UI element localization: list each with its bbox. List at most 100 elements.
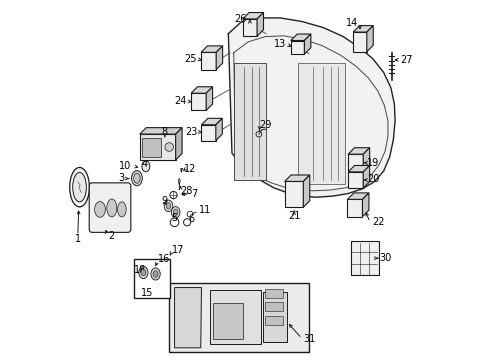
Text: 26: 26 bbox=[234, 14, 246, 24]
Text: 3: 3 bbox=[119, 173, 124, 183]
Polygon shape bbox=[201, 46, 222, 52]
Text: 9: 9 bbox=[162, 196, 167, 206]
Bar bbox=[142, 138, 161, 157]
Ellipse shape bbox=[69, 167, 89, 207]
Text: 27: 27 bbox=[400, 55, 412, 65]
Polygon shape bbox=[290, 41, 304, 54]
Polygon shape bbox=[303, 175, 309, 207]
Ellipse shape bbox=[183, 219, 190, 226]
Text: 18: 18 bbox=[134, 265, 146, 275]
Polygon shape bbox=[210, 291, 260, 344]
Ellipse shape bbox=[187, 211, 192, 217]
Polygon shape bbox=[363, 148, 369, 171]
Bar bbox=[134, 259, 169, 298]
Polygon shape bbox=[298, 63, 344, 184]
Text: 13: 13 bbox=[273, 40, 285, 49]
Ellipse shape bbox=[169, 192, 177, 199]
Polygon shape bbox=[140, 128, 182, 134]
Text: 30: 30 bbox=[378, 253, 390, 263]
Polygon shape bbox=[242, 19, 257, 36]
Polygon shape bbox=[352, 32, 366, 52]
Text: 24: 24 bbox=[174, 96, 187, 106]
Text: 25: 25 bbox=[183, 54, 196, 64]
Text: 2: 2 bbox=[108, 231, 114, 240]
Bar bbox=[212, 303, 243, 338]
Text: 29: 29 bbox=[259, 121, 271, 130]
Ellipse shape bbox=[171, 207, 180, 218]
Text: 20: 20 bbox=[366, 174, 379, 184]
Text: 11: 11 bbox=[198, 206, 210, 216]
Bar bbox=[265, 302, 283, 311]
Text: 23: 23 bbox=[184, 127, 197, 136]
Polygon shape bbox=[347, 166, 369, 172]
Polygon shape bbox=[257, 13, 263, 36]
Text: 17: 17 bbox=[172, 245, 184, 255]
Bar bbox=[265, 289, 283, 298]
Polygon shape bbox=[175, 128, 182, 160]
Bar bbox=[350, 241, 378, 275]
Ellipse shape bbox=[164, 143, 173, 151]
Polygon shape bbox=[242, 13, 263, 19]
Polygon shape bbox=[304, 34, 310, 54]
Ellipse shape bbox=[173, 209, 178, 216]
Polygon shape bbox=[362, 193, 368, 217]
Text: 5: 5 bbox=[171, 213, 177, 222]
Polygon shape bbox=[201, 125, 215, 140]
Polygon shape bbox=[201, 52, 216, 69]
Ellipse shape bbox=[141, 269, 145, 276]
Text: 1: 1 bbox=[75, 234, 81, 244]
Polygon shape bbox=[290, 34, 310, 41]
Polygon shape bbox=[140, 134, 175, 160]
Text: 6: 6 bbox=[188, 214, 194, 224]
Polygon shape bbox=[346, 199, 362, 217]
Text: 19: 19 bbox=[366, 158, 379, 168]
Ellipse shape bbox=[106, 199, 117, 217]
Polygon shape bbox=[174, 288, 201, 348]
Text: 21: 21 bbox=[287, 211, 300, 221]
Polygon shape bbox=[263, 292, 286, 342]
Text: 31: 31 bbox=[303, 333, 315, 343]
Polygon shape bbox=[215, 118, 222, 140]
Ellipse shape bbox=[73, 172, 86, 202]
Text: 28: 28 bbox=[180, 186, 193, 196]
Text: 16: 16 bbox=[158, 254, 170, 264]
Ellipse shape bbox=[170, 218, 179, 226]
Ellipse shape bbox=[153, 271, 158, 277]
Polygon shape bbox=[191, 93, 206, 111]
Ellipse shape bbox=[117, 202, 126, 217]
Text: 12: 12 bbox=[184, 164, 196, 174]
Polygon shape bbox=[366, 26, 372, 52]
Text: 22: 22 bbox=[371, 217, 384, 227]
Polygon shape bbox=[216, 46, 222, 69]
Text: 15: 15 bbox=[141, 288, 153, 298]
Ellipse shape bbox=[139, 266, 148, 279]
Text: 8: 8 bbox=[162, 127, 167, 136]
Polygon shape bbox=[347, 148, 369, 154]
Bar bbox=[265, 316, 283, 325]
Polygon shape bbox=[347, 172, 363, 188]
Bar bbox=[169, 283, 308, 352]
Polygon shape bbox=[234, 63, 265, 180]
Polygon shape bbox=[206, 87, 212, 111]
Ellipse shape bbox=[142, 161, 149, 172]
Ellipse shape bbox=[133, 173, 140, 183]
Ellipse shape bbox=[166, 203, 170, 209]
Polygon shape bbox=[347, 154, 363, 171]
Polygon shape bbox=[284, 175, 309, 181]
Ellipse shape bbox=[94, 202, 105, 217]
Text: 10: 10 bbox=[119, 161, 131, 171]
Polygon shape bbox=[284, 181, 303, 207]
Polygon shape bbox=[191, 87, 212, 93]
Polygon shape bbox=[228, 18, 394, 197]
Polygon shape bbox=[346, 193, 368, 199]
Text: 14: 14 bbox=[345, 18, 358, 28]
Ellipse shape bbox=[131, 171, 142, 186]
Text: 7: 7 bbox=[191, 189, 197, 199]
FancyBboxPatch shape bbox=[89, 183, 131, 232]
Polygon shape bbox=[352, 26, 372, 32]
Polygon shape bbox=[363, 166, 369, 188]
Text: 4: 4 bbox=[142, 159, 147, 169]
Polygon shape bbox=[201, 118, 222, 125]
Ellipse shape bbox=[164, 200, 172, 212]
Ellipse shape bbox=[255, 131, 261, 137]
